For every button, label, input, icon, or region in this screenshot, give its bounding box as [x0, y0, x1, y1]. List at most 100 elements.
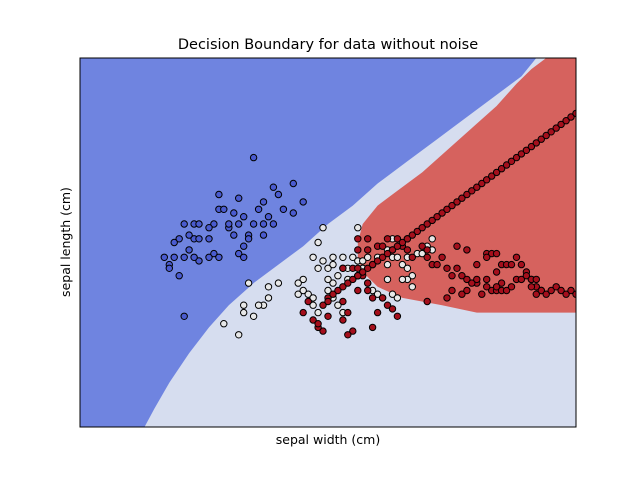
data-point: [532, 275, 540, 284]
data-point: [180, 312, 188, 320]
data-point: [532, 139, 540, 147]
data-point: [393, 253, 402, 261]
data-point: [423, 246, 431, 254]
data-point: [463, 275, 471, 284]
data-point: [339, 253, 347, 261]
data-point: [453, 264, 461, 272]
data-point: [339, 283, 347, 291]
data-point: [364, 253, 372, 261]
data-point: [210, 249, 218, 258]
data-point: [244, 279, 253, 287]
data-point: [165, 264, 174, 272]
data-point: [478, 179, 486, 188]
data-point: [354, 286, 362, 295]
data-point: [279, 205, 288, 214]
data-point: [552, 283, 560, 291]
data-point: [294, 290, 302, 298]
data-point: [324, 264, 332, 272]
data-point: [378, 294, 387, 302]
data-point: [373, 290, 382, 298]
data-point: [468, 187, 476, 195]
data-point: [512, 253, 521, 261]
data-point: [368, 323, 377, 332]
data-point: [448, 201, 456, 210]
data-point: [324, 286, 332, 295]
data-point: [383, 260, 392, 269]
data-point: [354, 264, 362, 272]
data-point: [512, 153, 521, 162]
data-point: [180, 253, 188, 261]
data-point: [344, 279, 352, 287]
data-point: [532, 290, 540, 298]
data-point: [433, 260, 441, 269]
data-point: [334, 286, 342, 295]
data-point: [254, 205, 263, 214]
data-point: [354, 246, 362, 254]
data-point: [264, 213, 273, 221]
data-point: [314, 320, 322, 328]
data-point: [364, 279, 372, 287]
data-point: [483, 176, 491, 184]
data-point: [488, 172, 496, 180]
data-point: [344, 331, 352, 339]
data-point: [359, 268, 367, 276]
data-point: [329, 253, 337, 261]
data-point: [393, 294, 402, 302]
data-point: [383, 275, 392, 284]
data-point: [557, 286, 565, 295]
data-point: [364, 246, 372, 254]
x-axis-label: sepal width (cm): [276, 432, 380, 447]
data-point: [423, 220, 431, 228]
data-point: [368, 294, 377, 302]
data-point: [319, 327, 327, 335]
data-point: [235, 220, 243, 228]
data-point: [324, 297, 332, 306]
data-point: [398, 275, 407, 284]
data-point: [388, 290, 397, 298]
data-point: [215, 253, 223, 261]
data-point: [299, 275, 307, 284]
data-point: [408, 253, 416, 261]
data-point: [378, 253, 387, 261]
data-point: [349, 327, 357, 335]
data-point: [235, 331, 243, 339]
data-point: [428, 235, 436, 243]
data-point: [240, 308, 248, 317]
data-point: [264, 294, 273, 302]
data-point: [354, 224, 362, 232]
data-point: [364, 264, 372, 272]
data-point: [354, 272, 362, 280]
data-point: [557, 120, 565, 129]
class-0-region: [80, 58, 537, 427]
data-point: [547, 128, 555, 136]
data-point: [552, 124, 560, 132]
data-point: [205, 253, 213, 261]
data-point: [522, 272, 531, 280]
data-point: [195, 257, 203, 265]
data-point: [259, 198, 268, 206]
data-point: [309, 253, 317, 261]
data-point: [304, 290, 312, 298]
data-point: [309, 316, 317, 324]
data-point: [368, 260, 377, 269]
data-point: [527, 142, 536, 151]
data-point: [562, 117, 570, 125]
data-point: [339, 297, 347, 306]
data-point: [473, 260, 481, 269]
data-point: [249, 312, 258, 320]
data-point: [418, 224, 426, 232]
data-point: [507, 283, 516, 291]
data-point: [393, 235, 402, 243]
data-point: [304, 297, 312, 306]
data-point: [160, 253, 169, 261]
data-point: [458, 194, 466, 202]
data-point: [324, 275, 332, 284]
data-point: [175, 235, 183, 243]
data-point: [259, 220, 268, 228]
data-point: [190, 253, 198, 261]
data-point: [428, 216, 436, 225]
data-point: [443, 294, 451, 302]
data-point: [225, 220, 233, 228]
data-point: [483, 275, 491, 284]
